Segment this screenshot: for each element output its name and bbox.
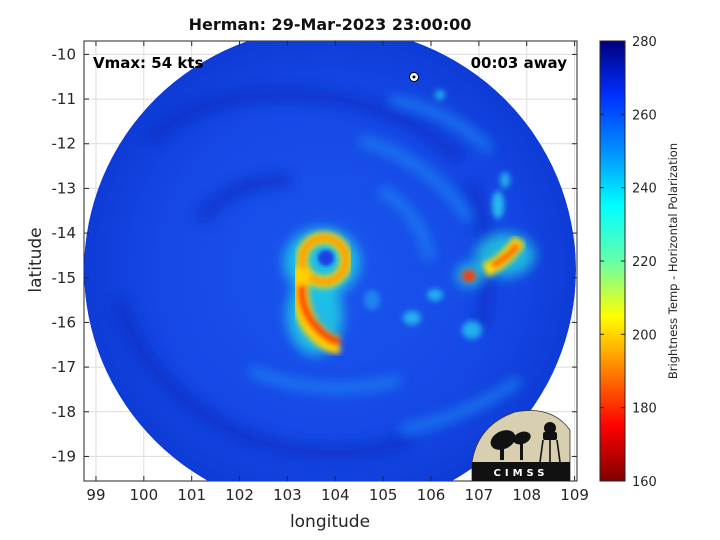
colorbar-tick-label: 240	[632, 182, 657, 197]
y-tick-label: -13	[52, 179, 77, 197]
y-tick-label: -19	[52, 447, 77, 465]
y-tick-label: -10	[52, 45, 77, 63]
vmax-annotation: Vmax: 54 kts	[93, 54, 203, 72]
colorbar-ticks: 160 180 200 220 240 260 280	[600, 35, 657, 490]
y-tick-label: -14	[52, 224, 77, 242]
colorbar-tick-label: 200	[632, 328, 657, 343]
x-tick-label: 99	[86, 486, 105, 504]
logo-text: CIMSS	[494, 468, 549, 479]
colorbar-gradient	[599, 40, 626, 482]
y-tick-label: -12	[52, 135, 77, 153]
colorbar-tick-label: 260	[632, 108, 657, 123]
time-offset-annotation: 00:03 away	[471, 54, 568, 72]
y-tick-label: -17	[52, 358, 77, 376]
colorbar-tick-label: 220	[632, 255, 657, 270]
brightness-temperature-heatmap	[84, 41, 576, 481]
chart-title: Herman: 29-Mar-2023 23:00:00	[189, 15, 472, 34]
y-tick-label: -11	[52, 90, 77, 108]
colorbar: 160 180 200 220 240 260 280 Brightness Temp - …	[599, 35, 680, 490]
y-tick-label: -15	[52, 269, 77, 287]
x-tick-label: 103	[273, 486, 302, 504]
x-tick-label: 101	[177, 486, 206, 504]
x-tick-label: 109	[560, 486, 589, 504]
cimss-logo: CIMSS	[471, 410, 571, 482]
y-tick-label: -18	[52, 403, 77, 421]
colorbar-tick-label: 180	[632, 402, 657, 417]
x-axis: 99 100 101 102 103 104 105 106 107 108 109	[86, 41, 589, 504]
x-tick-label: 106	[417, 486, 446, 504]
x-tick-label: 100	[130, 486, 159, 504]
storm-position-marker	[409, 72, 419, 82]
colorbar-tick-label: 160	[632, 475, 657, 490]
x-axis-label: longitude	[290, 512, 370, 532]
colorbar-tick-label: 280	[632, 35, 657, 50]
y-axis-label: latitude	[26, 227, 46, 292]
x-tick-label: 104	[321, 486, 350, 504]
x-tick-label: 102	[225, 486, 254, 504]
colorbar-label: Brightness Temp - Horizontal Polarizatio…	[666, 143, 680, 379]
y-tick-label: -16	[52, 313, 77, 331]
x-tick-label: 107	[465, 486, 494, 504]
y-axis: -10 -11 -12 -13 -14 -15 -16 -17 -18 -19	[52, 45, 577, 465]
x-tick-label: 105	[369, 486, 398, 504]
x-tick-label: 108	[512, 486, 541, 504]
